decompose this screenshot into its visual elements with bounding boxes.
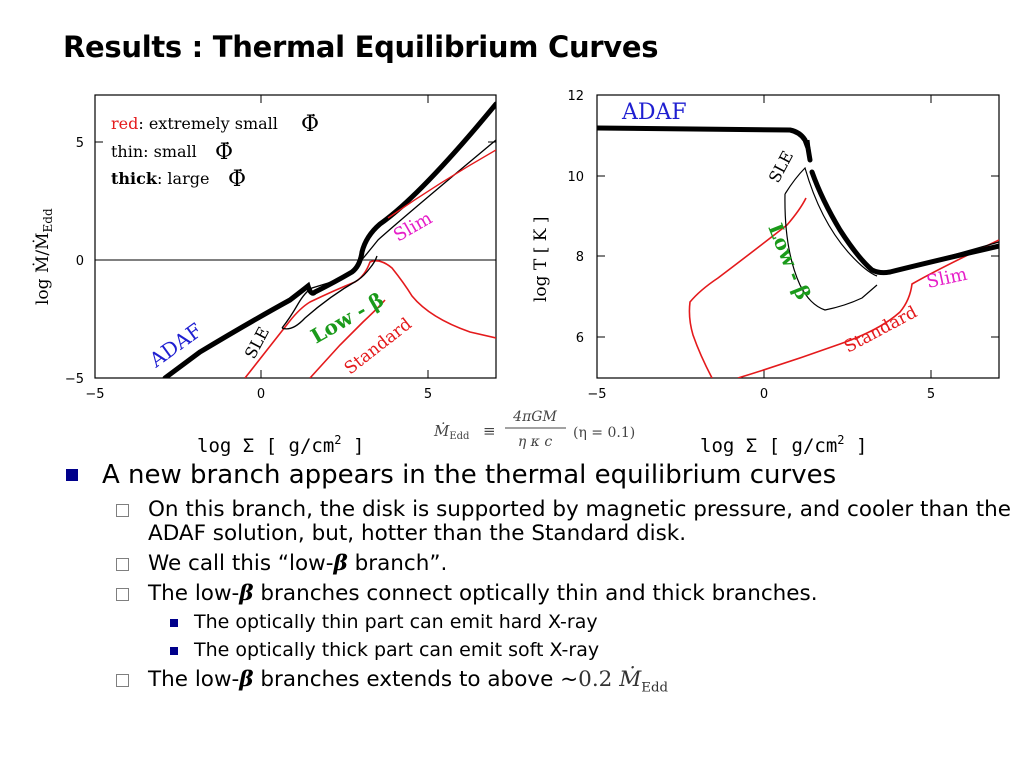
formula-denominator: η κ c [518, 434, 552, 450]
eddington-formula: ṀEdd ≡ 4πGM η κ c (η = 0.1) [433, 409, 635, 450]
right-panel: −5 0 5 12 10 8 6 log T [ K ] ADAF SLE Lo… [531, 89, 1000, 402]
square-bullet-icon [170, 647, 178, 655]
right-x-tick-label: 0 [760, 387, 768, 402]
formula-numerator: 4πGM [512, 409, 557, 425]
sub-bullet-text: On this branch, the disk is supported by… [148, 497, 1012, 546]
hollow-square-bullet-icon [116, 558, 129, 571]
sub-bullet-text: The low-β branches extends to above ~0.2… [148, 667, 669, 696]
svg-text:log T [ K ]: log T [ K ] [531, 217, 551, 302]
left-y-tick-label: 5 [76, 136, 84, 151]
right-thick-drop [806, 139, 812, 159]
sub-bullet: The low-β branches extends to above ~0.2… [62, 668, 1012, 700]
sub-bullet: The low-β branches connect optically thi… [62, 582, 1012, 606]
left-thick-curve [162, 101, 496, 378]
right-red-curve [688, 197, 999, 378]
square-bullet-icon [170, 619, 178, 627]
legend-thick-line: thick: large [111, 169, 209, 188]
legend-thin-line: thin: small [111, 142, 197, 161]
right-label-standard: Standard [841, 302, 921, 357]
right-label-sle: SLE [765, 148, 797, 186]
left-y-axis-label: log Ṁ/ṀEdd [32, 208, 55, 305]
right-y-tick-label: 8 [576, 250, 584, 265]
left-red-curve [244, 260, 496, 378]
right-thick-curve [597, 125, 999, 276]
legend-phi-symbol: Φ̇ [228, 167, 246, 192]
formula-equiv: ≡ [483, 422, 496, 440]
right-x-axis-label: log Σ [ g/cm2 ] [700, 433, 867, 457]
left-ticks [95, 95, 496, 378]
formula-lhs: ṀEdd [433, 422, 470, 442]
left-x-tick-label: 0 [257, 387, 265, 402]
legend-phi-symbol: Φ̇ [301, 112, 319, 137]
right-label-slim: Slim [925, 264, 969, 293]
left-plot-frame [94, 94, 497, 379]
left-red-slim-curve [387, 149, 496, 219]
sub-sub-bullet-text: The optically thick part can emit soft X… [194, 639, 600, 661]
right-x-tick-label: −5 [587, 387, 606, 402]
right-x-tick-label: 5 [927, 387, 935, 402]
hollow-square-bullet-icon [116, 674, 129, 687]
bullet-list: A new branch appears in the thermal equi… [62, 458, 1012, 700]
left-label-adaf: ADAF [144, 318, 207, 373]
left-label-sle: SLE [241, 324, 273, 362]
bullet-main: A new branch appears in the thermal equi… [62, 458, 1012, 492]
right-label-low-beta: Low - β [763, 220, 815, 303]
left-x-tick-label: 5 [424, 387, 432, 402]
left-x-axis-label: log Σ [ g/cm2 ] [197, 433, 364, 457]
hollow-square-bullet-icon [116, 588, 129, 601]
formula-eta-note: (η = 0.1) [573, 425, 635, 441]
figure: −5 0 5 5 0 −5 log Ṁ/ṀEdd red: extremely … [32, 89, 1000, 457]
sub-sub-bullet: The optically thin part can emit hard X-… [62, 610, 1012, 634]
left-y-tick-label: −5 [65, 372, 84, 387]
right-y-tick-label: 10 [567, 170, 584, 185]
legend-red-line: red: extremely small [111, 114, 278, 133]
right-y-axis-label: log T [ K ] [531, 217, 551, 302]
right-y-tick-label: 12 [567, 89, 584, 104]
right-plot-frame [596, 94, 1000, 379]
right-y-tick-label: 6 [576, 331, 584, 346]
hollow-square-bullet-icon [116, 504, 129, 517]
sub-bullet: On this branch, the disk is supported by… [62, 498, 1012, 546]
left-x-tick-label: −5 [85, 387, 104, 402]
bullet-main-text: A new branch appears in the thermal equi… [102, 460, 837, 490]
sub-bullet-text: We call this “low-β branch”. [148, 551, 448, 576]
svg-text:log Ṁ/ṀEdd: log Ṁ/ṀEdd [32, 208, 55, 305]
sub-bullet: We call this “low-β branch”. [62, 552, 1012, 576]
right-label-adaf: ADAF [621, 100, 687, 125]
right-ticks [597, 95, 999, 378]
right-thin-curve [784, 166, 878, 311]
sub-sub-bullet: The optically thick part can emit soft X… [62, 638, 1012, 662]
slide-title: Results : Thermal Equilibrium Curves [63, 30, 659, 64]
square-bullet-icon [66, 469, 78, 481]
left-panel: −5 0 5 5 0 −5 log Ṁ/ṀEdd red: extremely … [32, 94, 497, 402]
left-y-tick-label: 0 [76, 254, 84, 269]
sub-sub-bullet-text: The optically thin part can emit hard X-… [194, 611, 598, 633]
sub-bullet-text: The low-β branches connect optically thi… [148, 581, 818, 606]
legend-phi-symbol: Φ̇ [215, 140, 233, 165]
